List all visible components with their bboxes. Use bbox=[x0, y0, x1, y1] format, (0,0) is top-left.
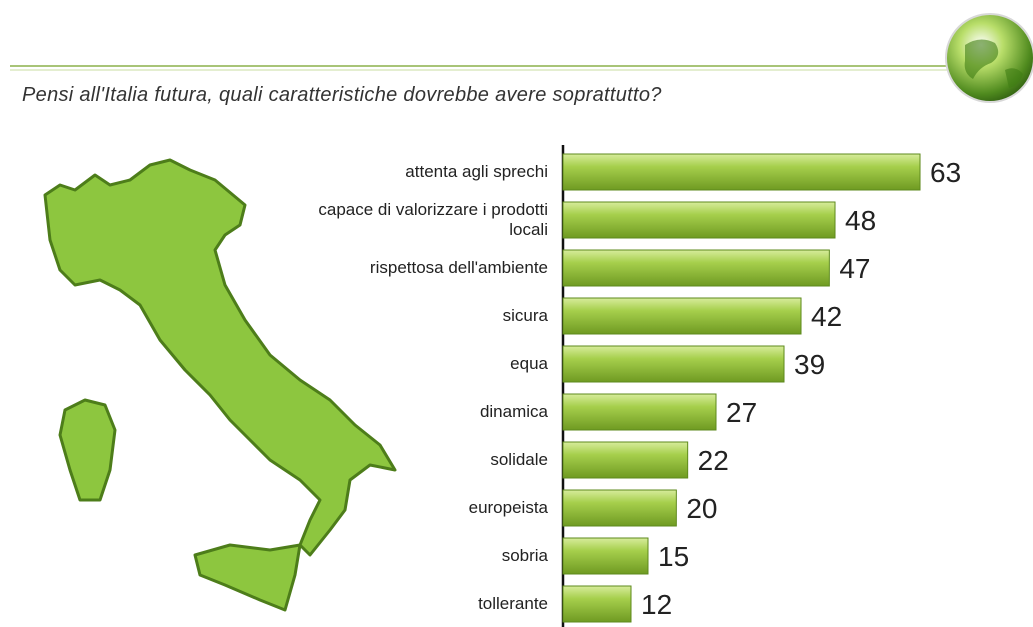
value-label: 48 bbox=[845, 205, 876, 236]
bar bbox=[562, 441, 689, 479]
category-label: sicura bbox=[502, 306, 548, 325]
value-label: 20 bbox=[686, 493, 717, 524]
value-label: 27 bbox=[726, 397, 757, 428]
category-label: sobria bbox=[501, 546, 548, 565]
value-label: 42 bbox=[811, 301, 842, 332]
category-label: tollerante bbox=[478, 594, 548, 613]
globe-land bbox=[964, 39, 1023, 88]
category-label: attenta agli sprechi bbox=[405, 162, 548, 181]
category-label: rispettosa dell'ambiente bbox=[369, 258, 548, 277]
value-label: 15 bbox=[658, 541, 689, 572]
bar bbox=[562, 201, 836, 239]
value-label: 22 bbox=[698, 445, 729, 476]
mainland bbox=[43, 158, 397, 557]
bar bbox=[562, 585, 632, 623]
category-label: capace di valorizzare i prodotti locali bbox=[318, 200, 548, 239]
sicily bbox=[193, 543, 302, 612]
bar bbox=[562, 345, 785, 383]
bar bbox=[562, 153, 921, 191]
bar bbox=[562, 393, 717, 431]
value-label: 12 bbox=[641, 589, 672, 620]
bar bbox=[562, 489, 677, 527]
italy-map bbox=[43, 158, 397, 612]
category-label: solidale bbox=[490, 450, 548, 469]
sardinia bbox=[58, 398, 117, 502]
category-label: dinamica bbox=[479, 402, 548, 421]
category-label: equa bbox=[510, 354, 548, 373]
bar bbox=[562, 537, 649, 575]
value-label: 47 bbox=[839, 253, 870, 284]
bar bbox=[562, 249, 830, 287]
chart-title: Pensi all'Italia futura, quali caratteri… bbox=[22, 84, 662, 106]
value-label: 39 bbox=[794, 349, 825, 380]
value-label: 63 bbox=[930, 157, 961, 188]
bar bbox=[562, 297, 802, 335]
category-label: europeista bbox=[468, 498, 548, 517]
